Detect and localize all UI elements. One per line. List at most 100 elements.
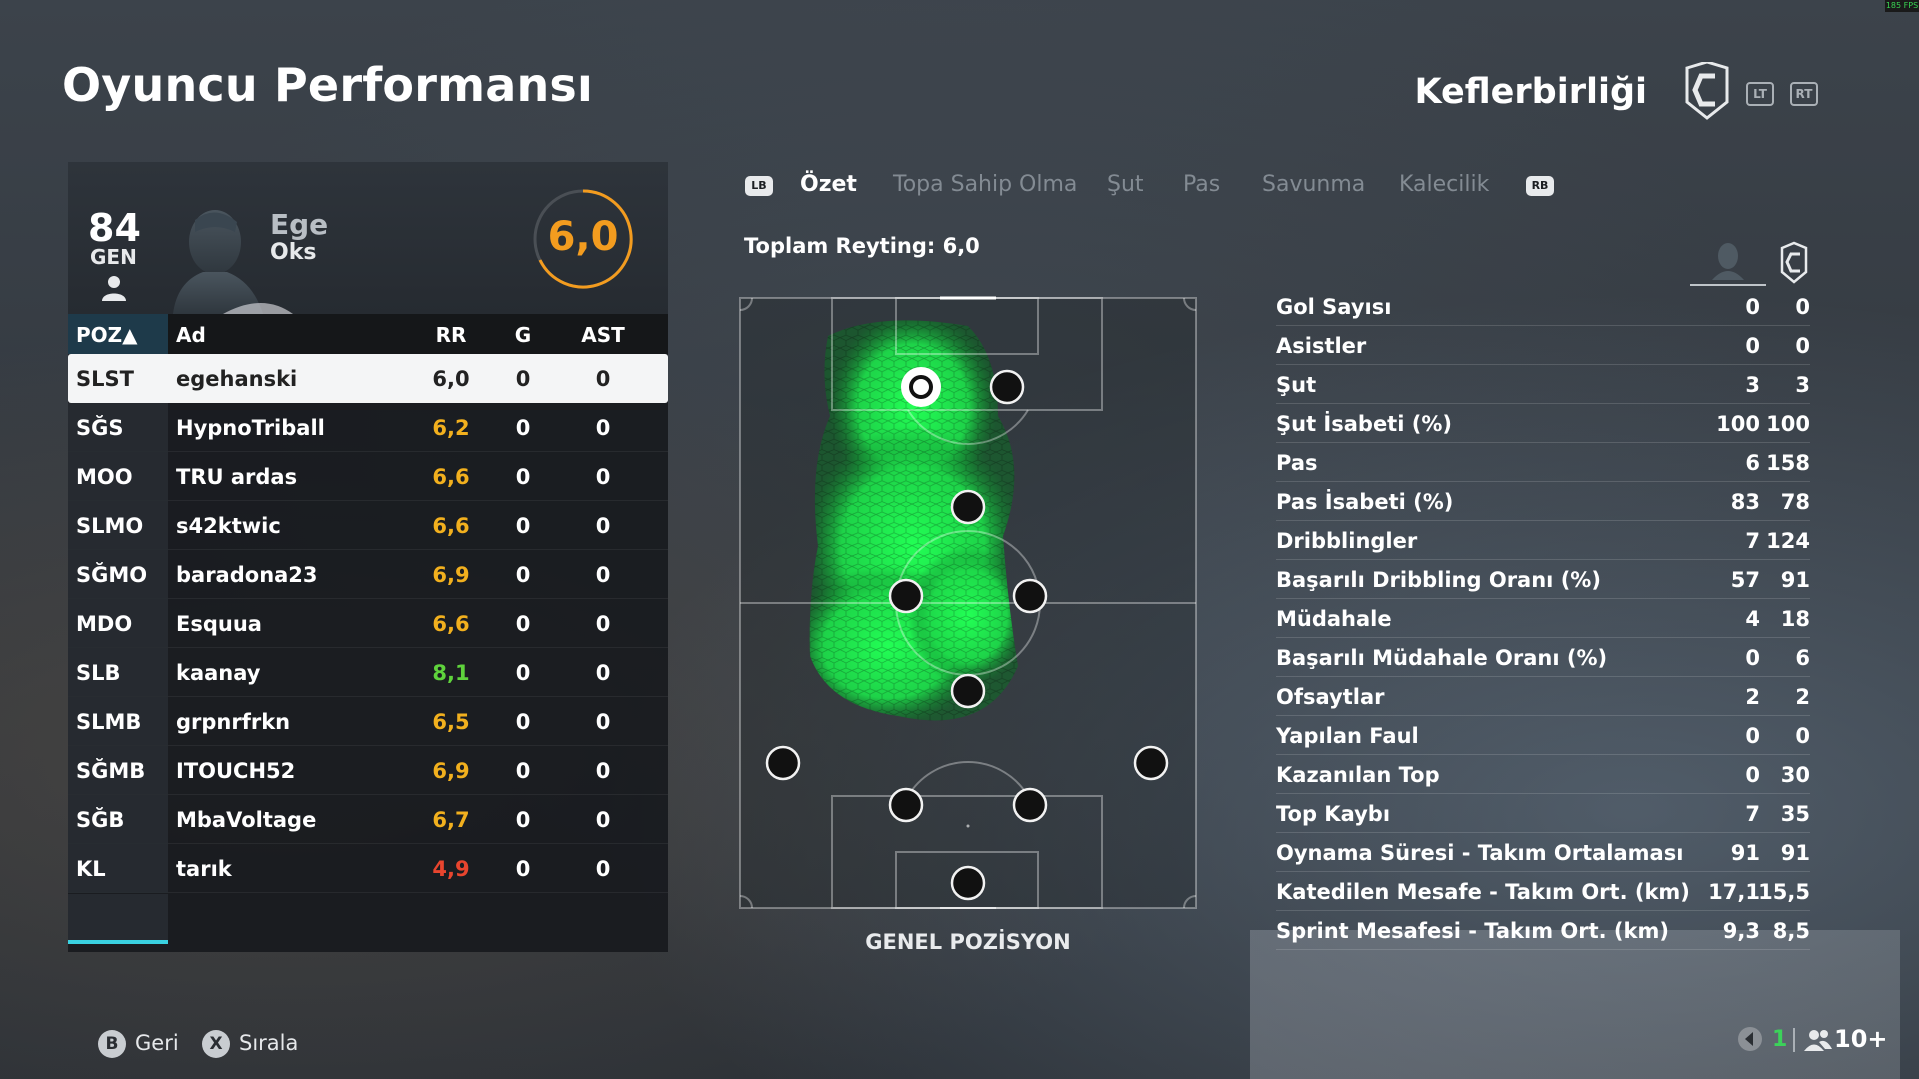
row-position: SĞMB (76, 759, 146, 783)
header-g[interactable]: G (514, 323, 532, 347)
pos-cell-bg (68, 746, 168, 795)
table-row[interactable]: MOO TRU ardas 6,6 0 0 (68, 452, 668, 501)
pos-cell-bg (68, 550, 168, 599)
row-rating: 6,5 (432, 710, 470, 734)
stat-player-value: 83 (1730, 490, 1760, 514)
row-assists: 0 (595, 514, 611, 538)
stats-table: Gol Sayısı 0 0 Asistler 0 0 Şut 3 3 Şut İsabeti (… (1276, 287, 1810, 950)
row-position: SLMB (76, 710, 142, 734)
table-row[interactable]: MDO Esquua 6,6 0 0 (68, 599, 668, 648)
player-last-name: Oks (270, 240, 317, 265)
stat-team-value: 78 (1780, 490, 1810, 514)
stat-player-value: 57 (1730, 568, 1760, 592)
stat-team-value: 0 (1795, 724, 1810, 748)
stat-team-value: 91 (1780, 568, 1810, 592)
pos-cell-bg (68, 795, 168, 844)
stat-label: Yapılan Faul (1276, 724, 1419, 748)
table-row[interactable]: SLST egehanski 6,0 0 0 (68, 354, 668, 403)
tab-5[interactable]: Kalecilik (1399, 172, 1490, 197)
team-badge-icon[interactable] (1683, 62, 1731, 120)
player-marker (765, 745, 801, 781)
stat-player-value: 0 (1745, 724, 1760, 748)
row-assists: 0 (595, 857, 611, 881)
header-ast[interactable]: AST (581, 323, 625, 347)
stat-label: Müdahale (1276, 607, 1392, 631)
header-name[interactable]: Ad (176, 323, 206, 347)
rt-button[interactable]: RT (1790, 82, 1818, 106)
tab-3[interactable]: Pas (1183, 172, 1221, 197)
scroll-indicator (68, 940, 168, 944)
player-list: SLST egehanski 6,0 0 0 SĞS HypnoTriball 6,2 0 0 MO… (68, 354, 668, 893)
row-assists: 0 (595, 710, 611, 734)
row-goals: 0 (515, 367, 531, 391)
row-rating: 6,6 (432, 612, 470, 636)
stat-player-value: 6 (1745, 451, 1760, 475)
b-button-icon[interactable]: B (98, 1030, 126, 1058)
stat-label: Ofsaytlar (1276, 685, 1385, 709)
row-rating: 6,6 (432, 514, 470, 538)
header-rr[interactable]: RR (435, 323, 467, 347)
footer-divider (1793, 1028, 1795, 1052)
player-marker (989, 369, 1025, 405)
table-row[interactable]: SĞMB ITOUCH52 6,9 0 0 (68, 746, 668, 795)
pos-cell-bg (68, 697, 168, 746)
row-player-name: TRU ardas (176, 465, 298, 489)
lt-button[interactable]: LT (1746, 82, 1774, 106)
stat-label: Pas İsabeti (%) (1276, 490, 1454, 514)
stat-row: Yapılan Faul 0 0 (1276, 716, 1810, 755)
row-assists: 0 (595, 661, 611, 685)
page-title: Oyuncu Performansı (62, 58, 593, 112)
stat-player-value: 3 (1745, 373, 1760, 397)
stat-player-value: 2 (1745, 685, 1760, 709)
tab-4[interactable]: Savunma (1262, 172, 1366, 197)
stat-player-value: 7 (1745, 802, 1760, 826)
table-row[interactable]: SĞMO baradona23 6,9 0 0 (68, 550, 668, 599)
pos-cell-bg (68, 403, 168, 452)
table-row[interactable]: SLMO s42ktwic 6,6 0 0 (68, 501, 668, 550)
empty-row (68, 894, 168, 942)
stat-team-value: 15,5 (1758, 880, 1810, 904)
row-assists: 0 (595, 367, 611, 391)
stat-player-value: 0 (1745, 334, 1760, 358)
rb-button[interactable]: RB (1526, 176, 1554, 196)
player-marker (950, 865, 986, 901)
stat-row: Pas İsabeti (%) 83 78 (1276, 482, 1810, 521)
team-name: Keflerbirliği (1414, 72, 1647, 112)
stat-row: Top Kaybı 7 35 (1276, 794, 1810, 833)
row-goals: 0 (515, 465, 531, 489)
stat-team-value: 35 (1780, 802, 1810, 826)
table-row[interactable]: SLB kaanay 8,1 0 0 (68, 648, 668, 697)
row-rating: 8,1 (432, 661, 470, 685)
stat-player-value: 4 (1745, 607, 1760, 631)
row-player-name: tarık (176, 857, 232, 881)
player-rating: 6,0 (547, 214, 619, 260)
total-rating: Toplam Reyting: 6,0 (744, 234, 980, 258)
stat-label: Şut (1276, 373, 1317, 397)
table-row[interactable]: SĞS HypnoTriball 6,2 0 0 (68, 403, 668, 452)
player-marker (1012, 578, 1048, 614)
table-row[interactable]: SLMB grpnrfrkn 6,5 0 0 (68, 697, 668, 746)
row-player-name: s42ktwic (176, 514, 281, 538)
player-marker (950, 673, 986, 709)
tab-0[interactable]: Özet (800, 172, 857, 197)
row-assists: 0 (595, 759, 611, 783)
table-row[interactable]: SĞB MbaVoltage 6,7 0 0 (68, 795, 668, 844)
table-row[interactable]: KL tarık 4,9 0 0 (68, 844, 668, 893)
stat-player-value: 0 (1745, 295, 1760, 319)
header-pos[interactable]: POZ▲ (76, 323, 138, 347)
row-goals: 0 (515, 416, 531, 440)
player-avatar (173, 210, 293, 314)
tab-2[interactable]: Şut (1107, 172, 1144, 197)
x-button-icon[interactable]: X (202, 1030, 230, 1058)
tab-1[interactable]: Topa Sahip Olma (893, 172, 1078, 197)
stat-row: Başarılı Dribbling Oranı (%) 57 91 (1276, 560, 1810, 599)
stat-team-value: 30 (1780, 763, 1810, 787)
stat-label: Dribblingler (1276, 529, 1418, 553)
back-label[interactable]: Geri (135, 1031, 179, 1055)
sort-label[interactable]: Sırala (239, 1031, 299, 1055)
row-goals: 0 (515, 808, 531, 832)
stat-label: Katedilen Mesafe - Takım Ort. (km) (1276, 880, 1690, 904)
lb-button[interactable]: LB (745, 176, 773, 196)
player-panel: 84 GEN Ege Oks 6,0 POZ▲ Ad RR (68, 162, 668, 952)
stat-player-value: 7 (1745, 529, 1760, 553)
